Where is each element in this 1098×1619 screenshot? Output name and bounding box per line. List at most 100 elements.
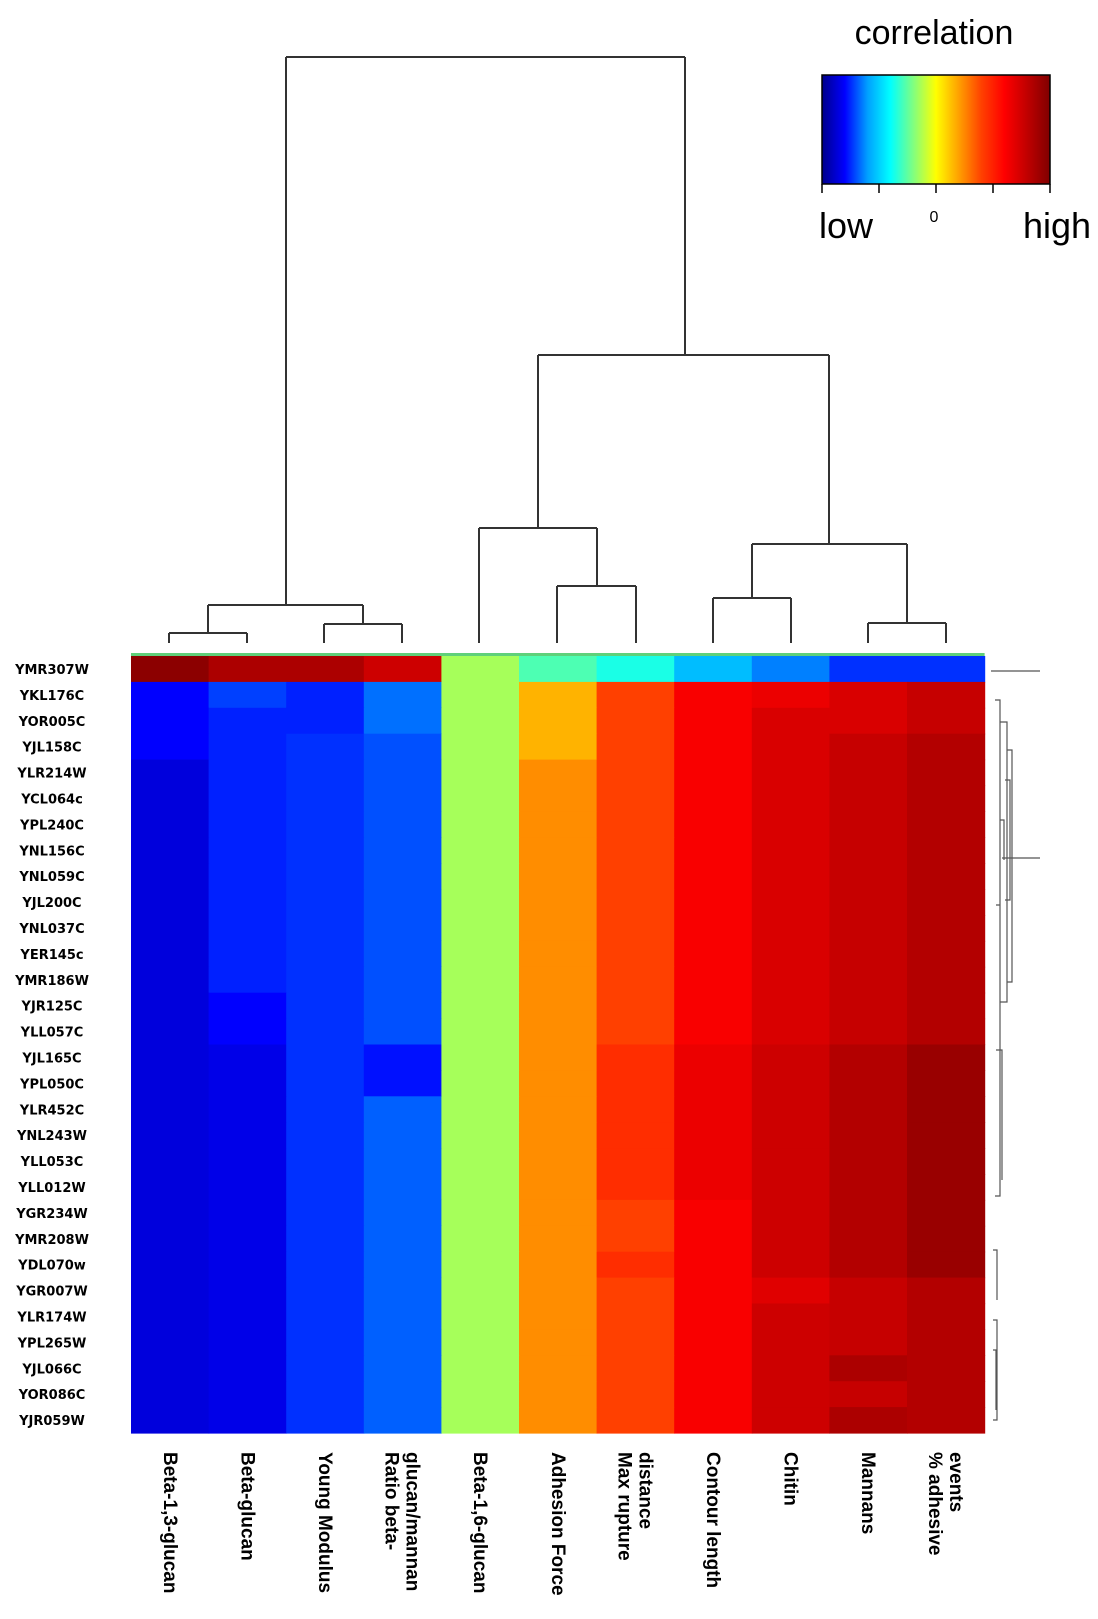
heatmap-cell (208, 1251, 287, 1279)
heatmap-cell (829, 1225, 908, 1253)
column-label: Contour length (702, 1452, 723, 1588)
heatmap-cell (131, 940, 210, 968)
heatmap-cell (674, 733, 753, 761)
heatmap-cell (907, 1251, 986, 1279)
heatmap-cell (751, 1329, 830, 1356)
heatmap-cell (907, 1122, 986, 1149)
row-label: YNL243W (16, 1129, 87, 1144)
heatmap-cell (674, 1018, 753, 1046)
heatmap-cell (441, 837, 520, 864)
heatmap-cell (751, 1407, 830, 1434)
heatmap-cell (363, 707, 442, 735)
heatmap-cell (363, 759, 442, 787)
heatmap-cell (441, 1148, 520, 1175)
row-label: YLR174W (16, 1311, 86, 1326)
heatmap-cell (519, 1225, 598, 1253)
heatmap-cell (441, 1018, 520, 1046)
heatmap-cell (596, 1329, 675, 1356)
heatmap-cell (441, 1277, 520, 1305)
row-label: YKL176C (19, 689, 84, 704)
heatmap-cell (751, 1277, 830, 1305)
heatmap-cell (907, 837, 986, 864)
heatmap-cell (208, 966, 287, 994)
row-label: YJL200C (21, 896, 81, 911)
column-label: % adhesive (924, 1452, 945, 1556)
heatmap-cell (751, 1199, 830, 1227)
heatmap-cell (907, 811, 986, 838)
heatmap-cell (674, 1329, 753, 1356)
heatmap-cell (363, 863, 442, 890)
heatmap-cell (907, 1277, 986, 1305)
heatmap-cell (907, 1174, 986, 1201)
heatmap-cell (596, 1018, 675, 1046)
heatmap-cell (208, 889, 287, 916)
heatmap-cell (519, 1096, 598, 1123)
heatmap-cell (441, 863, 520, 890)
heatmap-cell (519, 1122, 598, 1149)
heatmap-cell (441, 1329, 520, 1356)
heatmap-cell (519, 1329, 598, 1356)
heatmap-cell (286, 1225, 365, 1253)
row-label: YNL059C (18, 870, 84, 885)
heatmap-cell (363, 1018, 442, 1046)
heatmap-cell (829, 837, 908, 864)
heatmap-cell (907, 966, 986, 994)
heatmap-cell (363, 837, 442, 864)
heatmap-cell (441, 656, 520, 683)
heatmap-cell (208, 1329, 287, 1356)
heatmap-cell (829, 733, 908, 761)
heatmap-cell (829, 1174, 908, 1201)
heatmap-cell (829, 1122, 908, 1149)
legend-color-bar (821, 74, 1051, 185)
heatmap-cell (674, 1381, 753, 1408)
heatmap-cell (751, 1174, 830, 1201)
heatmap-cell (829, 940, 908, 968)
heatmap-cell (131, 1148, 210, 1175)
heatmap-cell (596, 1122, 675, 1149)
heatmap-cell (596, 1070, 675, 1097)
heatmap-cell (829, 1407, 908, 1434)
heatmap-cell (829, 889, 908, 916)
heatmap-cell (363, 1122, 442, 1149)
heatmap-cell (596, 992, 675, 1020)
row-label: YJL066C (21, 1362, 81, 1377)
heatmap-cell (208, 1122, 287, 1149)
heatmap-cell (363, 1225, 442, 1253)
heatmap-cell (751, 940, 830, 968)
heatmap-cell (519, 1303, 598, 1330)
heatmap-cell (441, 1355, 520, 1382)
column-dendrogram (168, 56, 947, 643)
heatmap-cell (441, 1407, 520, 1434)
heatmap-cell (208, 1174, 287, 1201)
heatmap-cell (441, 681, 520, 709)
heatmap-cell (286, 1122, 365, 1149)
column-labels: Beta-1,3-glucan Beta-glucan Young Modulus R… (159, 1452, 966, 1596)
heatmap-cell (363, 992, 442, 1020)
heatmap-cell (751, 681, 830, 709)
heatmap-cell (829, 1148, 908, 1175)
heatmap-cell (441, 1225, 520, 1253)
heatmap-cell (131, 1407, 210, 1434)
heatmap-cell (596, 1303, 675, 1330)
heatmap-cell (674, 915, 753, 942)
row-label: YJR059W (18, 1414, 85, 1429)
heatmap-cell (286, 1096, 365, 1123)
heatmap-cell (286, 1407, 365, 1434)
heatmap-cell (674, 1174, 753, 1201)
heatmap-cell (519, 992, 598, 1020)
heatmap-cell (363, 1277, 442, 1305)
heatmap-cell (751, 707, 830, 735)
heatmap-cell (907, 1381, 986, 1408)
heatmap-cell (829, 1070, 908, 1097)
heatmap-cell (829, 992, 908, 1020)
heatmap-cell (131, 1070, 210, 1097)
heatmap-cell (286, 1199, 365, 1227)
heatmap-cell (286, 1070, 365, 1097)
heatmap-cell (441, 966, 520, 994)
heatmap-cell (674, 1225, 753, 1253)
heatmap-cell (596, 1381, 675, 1408)
heatmap-cell (751, 992, 830, 1020)
heatmap-cell (674, 759, 753, 787)
heatmap-cell (907, 915, 986, 942)
heatmap-cell (829, 656, 908, 683)
